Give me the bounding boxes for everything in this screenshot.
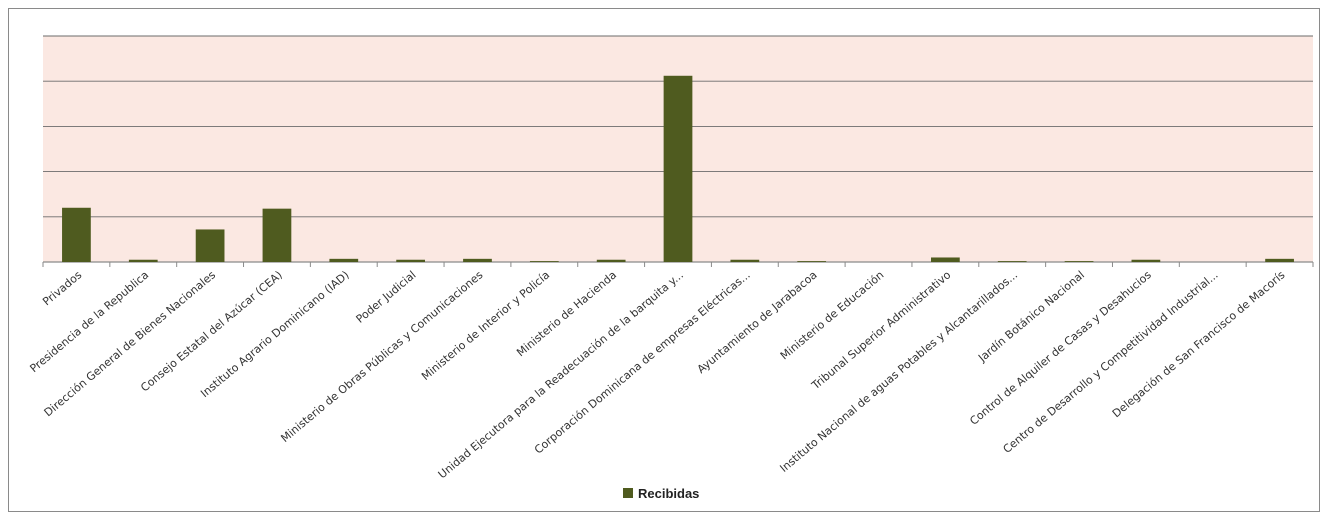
bar <box>663 75 693 262</box>
legend-label: Recibidas <box>638 486 699 501</box>
x-tick-label: Privados <box>40 268 84 308</box>
bar <box>1064 261 1094 262</box>
bar <box>997 261 1027 262</box>
x-tick-label: Tribunal Superior Administrativo <box>809 268 954 393</box>
bar <box>195 229 225 262</box>
legend-swatch <box>623 488 633 498</box>
x-tick-label: Ministerio de Interior y Policía <box>419 268 552 383</box>
bar <box>730 259 760 262</box>
bar <box>396 259 426 262</box>
bar <box>930 257 960 262</box>
x-tick-label: Presidencia de la Republica <box>27 268 151 375</box>
bar <box>463 258 492 262</box>
bar <box>529 261 559 262</box>
chart-frame: Privados Presidencia de la Republica Direc… <box>8 8 1320 512</box>
x-tick-label: Instituto Nacional de aguas Potables y A… <box>777 268 1020 475</box>
bars <box>62 75 1294 262</box>
bar <box>1265 258 1294 262</box>
bar <box>128 259 158 262</box>
x-tick-label: Consejo Estatal del Azúcar (CEA) <box>138 268 285 394</box>
bar <box>262 208 292 262</box>
x-tick-label: Unidad Ejecutora para la Readecuación de… <box>436 268 686 481</box>
x-tick-label: Jardín Botánico Nacional <box>975 268 1087 365</box>
bar <box>596 259 626 262</box>
bar <box>329 258 359 262</box>
x-tick-label: Instituto Agrario Dominicano (IAD) <box>198 268 352 400</box>
bar <box>62 207 91 262</box>
x-tick-label: Ayuntamiento de Jarabacoa <box>695 268 820 376</box>
legend: Recibidas <box>623 486 699 501</box>
bar <box>797 261 827 262</box>
bar <box>1131 259 1161 262</box>
x-tick-label: Poder Judicial <box>354 268 419 325</box>
